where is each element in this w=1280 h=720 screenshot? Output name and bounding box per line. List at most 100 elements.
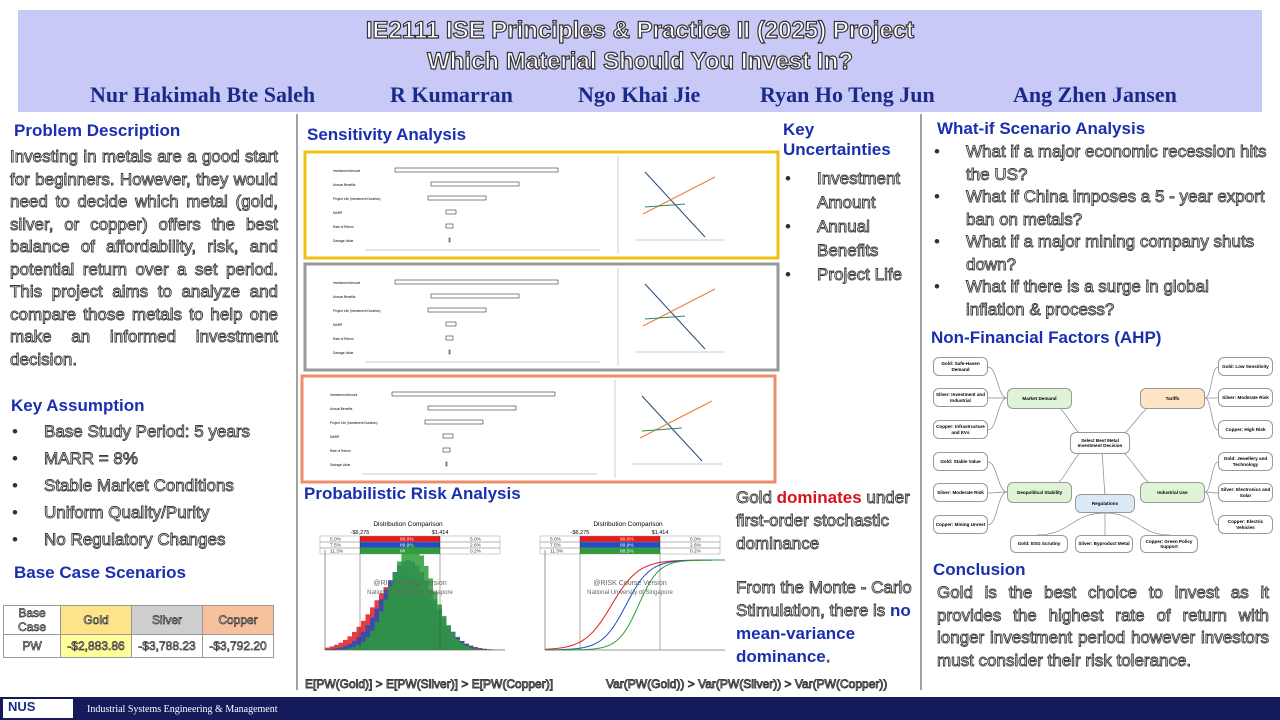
histogram-bar (365, 636, 370, 650)
footer-band (0, 697, 1280, 720)
list-item: What if China imposes a 5 - year export … (930, 186, 1270, 231)
list-item: MARR = 8% (8, 445, 293, 472)
marker: -$6,275 (571, 530, 590, 536)
histogram-bar (334, 648, 339, 650)
watermark: @RISK Course Version (373, 580, 446, 587)
factor-label: Investment Amount (333, 169, 360, 173)
table-row: PW -$2,883.86 -$3,788.23 -$3,792.20 (3, 634, 274, 658)
tornado-bar (445, 461, 448, 467)
criterion-node: Industrial Use (1140, 482, 1205, 503)
histogram-bar (473, 648, 478, 650)
table-row: Base Case Gold Silver Copper (3, 605, 274, 635)
histogram-bar (469, 647, 474, 650)
problem-text: Investing in metals are a good start for… (10, 147, 279, 369)
list-item: No Regulatory Changes (8, 526, 293, 553)
tornado-bar (448, 237, 451, 243)
connector (987, 491, 1008, 494)
author: Ang Zhen Jansen (1013, 82, 1177, 107)
factor-label: Investment Amount (333, 281, 360, 285)
table-cell: 89.9% (400, 543, 414, 549)
watermark: National University of Singapore (587, 590, 673, 596)
histogram-bar (325, 649, 330, 650)
list-item: Stable Market Conditions (8, 472, 293, 499)
histogram-bar (347, 643, 352, 650)
tornado-bar (445, 321, 457, 327)
tornado-bar (394, 167, 559, 173)
factor-label: Salvage Value (330, 463, 351, 467)
table-cell: 5.0% (470, 537, 482, 543)
alternative-node: Gold: ESG Scrutiny (1010, 535, 1068, 553)
histogram-bar (352, 640, 357, 650)
table-cell: 2.6% (470, 543, 482, 549)
tornado-bar (424, 419, 484, 425)
factor-label: Rate of Return (333, 225, 354, 229)
trend (642, 288, 716, 327)
histogram-bar (329, 649, 334, 650)
histogram-bar (410, 545, 415, 650)
text: Gold (736, 488, 777, 508)
tornado-bar (427, 195, 487, 201)
author: R Kumarran (390, 82, 513, 107)
table-cell: 5.0% (330, 537, 342, 543)
author: Ryan Ho Teng Jun (760, 82, 935, 107)
chart-title: Distribution Comparison (593, 521, 663, 528)
histogram-bar (392, 573, 397, 650)
list-item: Project Life (781, 263, 921, 287)
list-item: What if a major mining company shuts dow… (930, 231, 1270, 276)
factor-label: Annual Benefits (330, 407, 353, 411)
histogram-bar (356, 644, 361, 650)
histogram-bar (379, 611, 384, 650)
histogram-bar (334, 644, 339, 650)
text: From the Monte - Carlo Stimulation, ther… (736, 578, 913, 621)
table-cell: 88.5% (620, 549, 634, 555)
alternative-node: Copper: Green Policy Support (1140, 535, 1198, 553)
alternative-node: Silver: Electronics and Solar (1218, 483, 1273, 502)
trend (642, 176, 716, 215)
connector (1204, 397, 1219, 431)
histogram-bar (428, 578, 433, 650)
factor-label: Salvage Value (333, 351, 354, 355)
conclusion-text: Gold is the best choice to invest as it … (937, 583, 1270, 670)
marker: $1,414 (652, 530, 669, 536)
trend (639, 400, 713, 439)
text: . (825, 647, 831, 667)
heading: Key Uncertainties (783, 120, 891, 159)
list-item: What if there is a surge in global infla… (930, 276, 1270, 321)
author: Ngo Khai Jie (578, 82, 701, 107)
heading: Problem Description (14, 121, 181, 140)
alternative-node: Gold: Safe-Haven Demand (933, 357, 988, 376)
table-cell: 0.2% (690, 549, 702, 555)
histogram-bar (343, 649, 348, 650)
tornado-bar (430, 181, 520, 187)
factor-label: Rate of Return (330, 449, 351, 453)
histogram-bar (370, 630, 375, 650)
list-item: Annual Benefits (781, 215, 921, 263)
histogram-bar (383, 599, 388, 650)
histogram-bar (478, 649, 483, 650)
alternative-node: Gold: Jewellery and Technology (1218, 452, 1273, 471)
histogram-bar (406, 546, 411, 650)
histogram-bar (347, 648, 352, 650)
table-header-cell: Silver (131, 605, 203, 635)
table-cell: -$3,792.20 (202, 634, 274, 658)
histogram-bar (388, 586, 393, 650)
heading: Sensitivity Analysis (307, 125, 467, 144)
tornado-bar (430, 293, 520, 299)
histogram-bar (437, 604, 442, 650)
finding: Gold dominates under first-order stochas… (736, 486, 921, 555)
connector (987, 491, 1008, 526)
text: under first-order stochastic dominance (736, 488, 911, 554)
histogram-bar (464, 645, 469, 650)
table-band (360, 542, 440, 548)
caption: Var(PW(Gold)) > Var(PW(Silver)) > Var(PW… (606, 677, 888, 692)
connector (1204, 366, 1219, 399)
table-cell: 90.0% (400, 537, 414, 543)
tornado-bar (427, 405, 517, 411)
connector (1204, 461, 1219, 493)
histogram-bar (433, 591, 438, 650)
list-item: Investment Amount (781, 167, 921, 215)
alternative-node: Silver: Moderate Risk (1218, 388, 1273, 407)
histogram-bar (424, 565, 429, 650)
table-cell: 5.0% (550, 537, 562, 543)
cdf-curve (544, 559, 726, 651)
